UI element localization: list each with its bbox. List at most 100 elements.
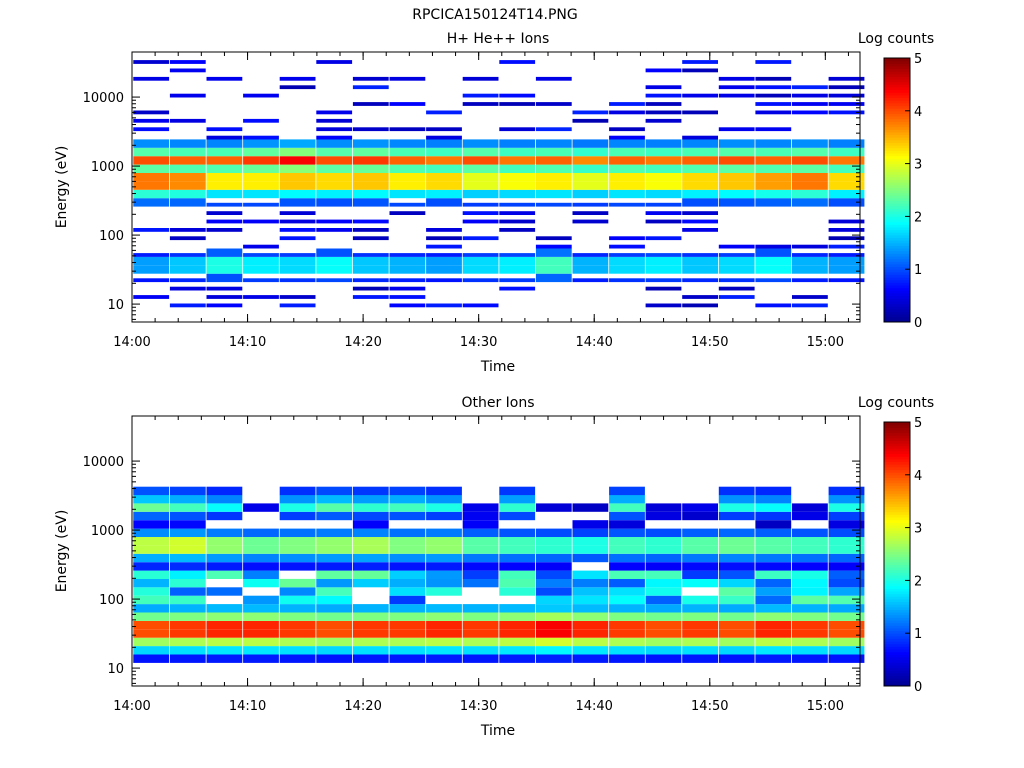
colorbar-tick-label: 4 xyxy=(914,469,922,484)
spectrogram-cell xyxy=(755,562,792,571)
spectrogram-cell xyxy=(572,612,609,621)
spectrogram-cell xyxy=(718,646,755,655)
colorbar-step xyxy=(884,87,910,91)
colorbar-step xyxy=(884,519,910,523)
spectrogram-cell xyxy=(572,189,609,199)
spectrogram-cell xyxy=(682,164,718,173)
spectrogram-cell xyxy=(243,629,279,638)
spectrogram-cell xyxy=(609,537,645,546)
colorbar-label: Log counts xyxy=(858,31,934,47)
spectrogram-cell xyxy=(279,587,316,596)
spectrogram-cell xyxy=(682,68,718,73)
colorbar-step xyxy=(884,620,910,624)
spectrogram-cell xyxy=(609,637,645,647)
spectrogram-cell xyxy=(755,139,792,148)
colorbar-step xyxy=(884,168,910,173)
spectrogram-cell xyxy=(828,265,865,274)
colorbar-step xyxy=(884,604,910,608)
colorbar-step xyxy=(884,250,910,254)
spectrogram-cell xyxy=(499,578,536,588)
spectrogram-cell xyxy=(755,528,792,537)
colorbar-step xyxy=(884,240,910,244)
spectrogram-cell xyxy=(133,654,170,663)
spectrogram-cell xyxy=(352,612,389,621)
spectrogram-cell xyxy=(462,562,499,571)
spectrogram-cell xyxy=(645,612,682,621)
spectrogram-cell xyxy=(206,189,243,199)
spectrogram-cell xyxy=(279,76,316,81)
spectrogram-cell xyxy=(462,102,499,106)
spectrogram-cell xyxy=(352,495,389,504)
spectrogram-cell xyxy=(792,620,828,630)
spectrogram-cell xyxy=(243,202,279,207)
spectrogram-cell xyxy=(316,60,353,64)
spectrogram-cell xyxy=(645,511,682,521)
spectrogram-cell xyxy=(426,244,462,249)
spectrogram-cell xyxy=(243,545,279,554)
colorbar-step xyxy=(884,145,910,149)
spectrogram-cell xyxy=(352,520,389,529)
spectrogram-cell xyxy=(792,164,828,173)
spectrogram-cell xyxy=(609,495,645,504)
spectrogram-cell xyxy=(645,637,682,647)
spectrogram-cell xyxy=(243,164,279,173)
spectrogram-cell xyxy=(389,620,426,630)
spectrogram-cell xyxy=(499,654,536,663)
spectrogram-cell xyxy=(682,173,718,182)
spectrogram-cell xyxy=(755,189,792,199)
colorbar-step xyxy=(884,205,910,209)
spectrogram-cell xyxy=(499,156,536,165)
x-tick-label: 14:20 xyxy=(344,699,381,714)
colorbar-step xyxy=(884,160,910,165)
spectrogram-cell xyxy=(169,265,206,274)
spectrogram-cell xyxy=(206,604,243,613)
spectrogram-cell xyxy=(718,127,755,132)
spectrogram-cell xyxy=(792,545,828,554)
spectrogram-cell xyxy=(462,646,499,655)
colorbar-step xyxy=(884,527,910,531)
spectrogram-cell xyxy=(792,562,828,571)
spectrogram-cell xyxy=(682,503,718,512)
spectrogram-cell xyxy=(609,570,645,579)
colorbar-step xyxy=(884,203,910,207)
colorbar-step xyxy=(884,646,910,650)
spectrogram-cell xyxy=(718,595,755,605)
colorbar-step xyxy=(884,116,910,120)
spectrogram-cell xyxy=(206,537,243,546)
spectrogram-cell xyxy=(279,578,316,588)
colorbar-step xyxy=(884,664,910,669)
spectrogram-cell xyxy=(755,486,792,496)
colorbar-step xyxy=(884,638,910,642)
spectrogram-cell xyxy=(169,570,206,579)
spectrogram-cell xyxy=(206,646,243,655)
spectrogram-cell xyxy=(535,537,572,546)
spectrogram-cell xyxy=(535,578,572,588)
colorbar-step xyxy=(884,583,910,587)
spectrogram-cell xyxy=(243,503,279,512)
spectrogram-cell xyxy=(316,570,353,579)
spectrogram-cell xyxy=(572,139,609,148)
colorbar-tick-label: 5 xyxy=(914,416,922,431)
spectrogram-cell xyxy=(352,265,389,274)
spectrogram-cell xyxy=(462,503,499,512)
spectrogram-cell xyxy=(316,219,353,224)
colorbar-step xyxy=(884,662,910,666)
spectrogram-cell xyxy=(206,587,243,596)
spectrogram-cell xyxy=(609,110,645,115)
spectrogram-cell xyxy=(389,278,426,283)
spectrogram-cell xyxy=(389,629,426,638)
spectrogram-cell xyxy=(426,587,462,596)
spectrogram-cell xyxy=(645,110,682,115)
spectrogram-cell xyxy=(645,545,682,554)
colorbar-step xyxy=(884,580,910,584)
spectrogram-cell xyxy=(645,303,682,308)
spectrogram-cell xyxy=(206,265,243,274)
spectrogram-cell xyxy=(718,545,755,554)
spectrogram-cell xyxy=(169,612,206,621)
colorbar-step xyxy=(884,585,910,589)
spectrogram-cell xyxy=(499,511,536,521)
colorbar-step xyxy=(884,554,910,558)
spectrogram-cell xyxy=(792,629,828,638)
spectrogram-cell xyxy=(206,553,243,563)
colorbar-step xyxy=(884,543,910,547)
